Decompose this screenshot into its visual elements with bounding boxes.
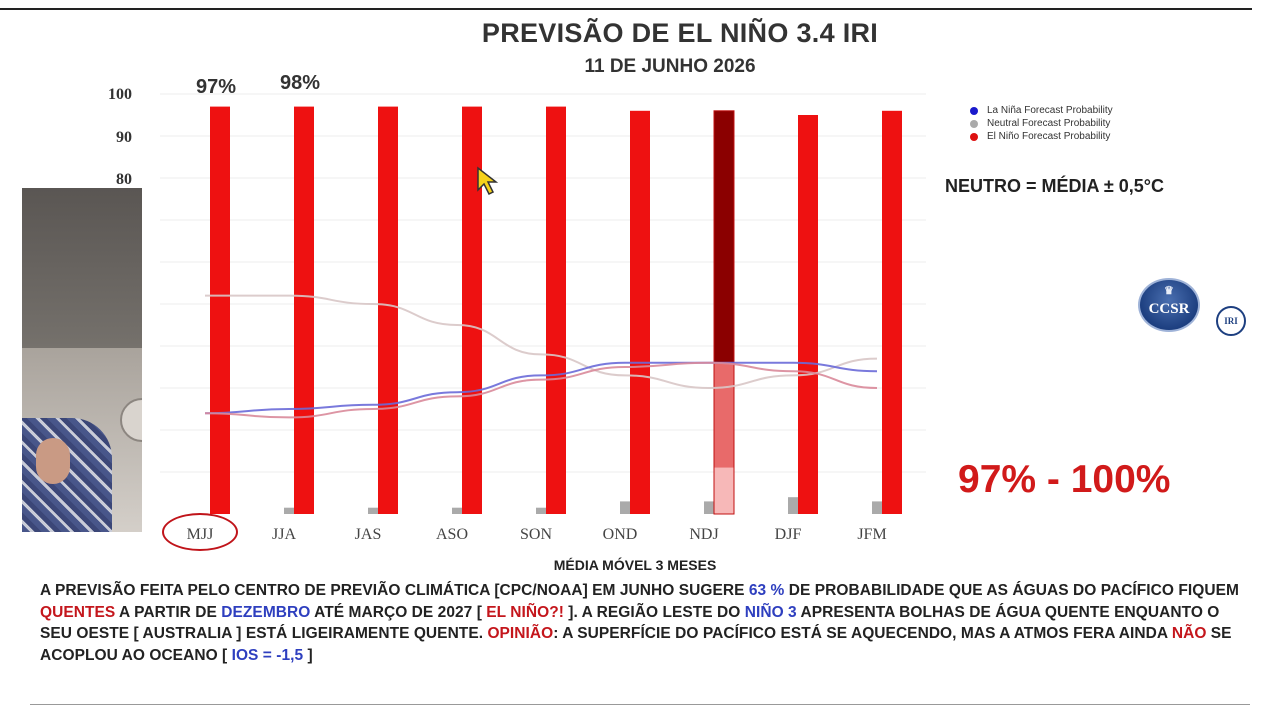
video-presenter-hand xyxy=(36,438,70,484)
x-tick-label: OND xyxy=(602,526,638,543)
paragraph-segment-highlight: NÃO xyxy=(1171,625,1207,642)
el-nino-bar-highlighted-low xyxy=(714,467,734,514)
neutral-bar xyxy=(704,501,716,514)
neutral-trend-line xyxy=(205,294,878,390)
bar-top-label: 98% xyxy=(280,72,321,94)
paragraph-segment: ] xyxy=(303,646,313,664)
el-nino-bar xyxy=(798,115,818,514)
neutral-bar xyxy=(872,501,884,514)
legend-item-el-nino: El Niño Forecast Probability xyxy=(970,130,1113,143)
top-rule xyxy=(0,8,1252,10)
forecast-description: A PREVISÃO FEITA PELO CENTRO DE PREVIÃO … xyxy=(40,580,1250,666)
el-nino-bar-highlighted-mid xyxy=(714,362,734,468)
legend-dot-icon xyxy=(970,119,978,128)
iri-logo: IRI xyxy=(1216,306,1246,336)
paragraph-segment-highlight: OPINIÃO xyxy=(487,625,554,642)
el-nino-bar xyxy=(378,106,398,514)
paragraph-segment: A PREVISÃO FEITA PELO CENTRO DE PREVIÃO … xyxy=(40,582,749,599)
el-nino-bar xyxy=(630,110,650,515)
el-nino-bar xyxy=(546,106,566,514)
x-tick-label: SON xyxy=(519,526,552,543)
logo-text: CCSR xyxy=(1148,300,1190,317)
paragraph-segment-highlight: IOS = -1,5 xyxy=(231,646,304,664)
paragraph-segment-highlight: QUENTES xyxy=(40,603,116,621)
paragraph-segment: ATÉ MARÇO DE 2027 [ xyxy=(310,603,487,621)
paragraph-segment: A PARTIR DE xyxy=(115,603,222,621)
legend-dot-icon xyxy=(970,106,978,115)
legend-label: Neutral Forecast Probability xyxy=(987,118,1111,129)
y-tick-label: 100 xyxy=(108,86,132,103)
crown-icon: ♛ xyxy=(1164,285,1174,297)
paragraph-segment: SE ACOPLOU AO OCEANO [ xyxy=(40,625,1232,664)
el-nino-bar xyxy=(882,110,902,515)
x-tick-label: JFM xyxy=(857,526,887,543)
chart-title: PREVISÃO DE EL NIÑO 3.4 IRI xyxy=(481,18,879,48)
x-tick-label: JAS xyxy=(354,526,382,543)
x-axis-label: MÉDIA MÓVEL 3 MESES xyxy=(553,557,717,573)
neutral-bar xyxy=(368,507,380,514)
paragraph-segment-highlight: DEZEMBRO xyxy=(221,603,311,621)
x-tick-label: DJF xyxy=(774,526,802,543)
el-nino-trend-line xyxy=(204,361,878,419)
chart-subtitle: 11 DE JUNHO 2026 xyxy=(584,56,756,77)
mouse-cursor-icon xyxy=(477,166,499,196)
la-nina-trend-line xyxy=(204,361,878,415)
neutral-bar xyxy=(284,507,296,514)
el-nino-bar xyxy=(462,106,482,514)
paragraph-segment-highlight: NIÑO 3 xyxy=(744,603,797,621)
neutral-bar xyxy=(452,507,464,514)
neutral-bar xyxy=(620,501,632,514)
legend-label: El Niño Forecast Probability xyxy=(987,131,1111,142)
bottom-rule xyxy=(30,704,1250,705)
bar-top-label: 97% xyxy=(196,76,237,98)
paragraph-segment: : A SUPERFÍCIE DO PACÍFICO ESTÁ SE AQUEC… xyxy=(553,625,1172,642)
neutral-bar xyxy=(536,507,548,514)
y-tick-label: 80 xyxy=(116,171,132,188)
y-tick-label: 90 xyxy=(116,129,132,146)
legend-dot-icon xyxy=(970,132,978,141)
x-tick-label: JJA xyxy=(271,526,296,543)
neutral-definition-note: NEUTRO = MÉDIA ± 0,5°C xyxy=(945,176,1164,196)
legend-item-neutral: Neutral Forecast Probability xyxy=(970,117,1113,130)
presenter-video-overlay xyxy=(22,188,142,532)
el-nino-bar xyxy=(210,106,230,514)
legend-item-la-nina: La Niña Forecast Probability xyxy=(970,104,1113,117)
el-nino-bar xyxy=(294,106,314,514)
legend-label: La Niña Forecast Probability xyxy=(987,105,1113,116)
x-tick-label: NDJ xyxy=(689,526,719,543)
ccsr-logo: ♛ CCSR xyxy=(1138,278,1200,332)
x-tick-label: MJJ xyxy=(186,526,214,543)
chart-legend: La Niña Forecast Probability Neutral For… xyxy=(970,104,1113,143)
el-nino-bar-outline xyxy=(713,110,735,515)
probability-range: 97% - 100% xyxy=(958,458,1171,501)
neutral-bar xyxy=(788,497,800,514)
highlight-circle-mjj xyxy=(162,513,238,551)
paragraph-segment: DE PROBABILIDADE QUE AS ÁGUAS DO PACÍFIC… xyxy=(784,582,1239,599)
paragraph-segment-highlight: 63 % xyxy=(748,582,785,599)
paragraph-segment-highlight: EL NIÑO?! xyxy=(486,603,564,621)
el-nino-bar-highlighted-top xyxy=(714,110,734,363)
paragraph-segment: APRESENTA BOLHAS DE ÁGUA QUENTE ENQUANTO… xyxy=(40,603,1220,643)
x-tick-label: ASO xyxy=(435,526,468,543)
paragraph-segment: ]. A REGIÃO LESTE DO xyxy=(563,603,745,621)
